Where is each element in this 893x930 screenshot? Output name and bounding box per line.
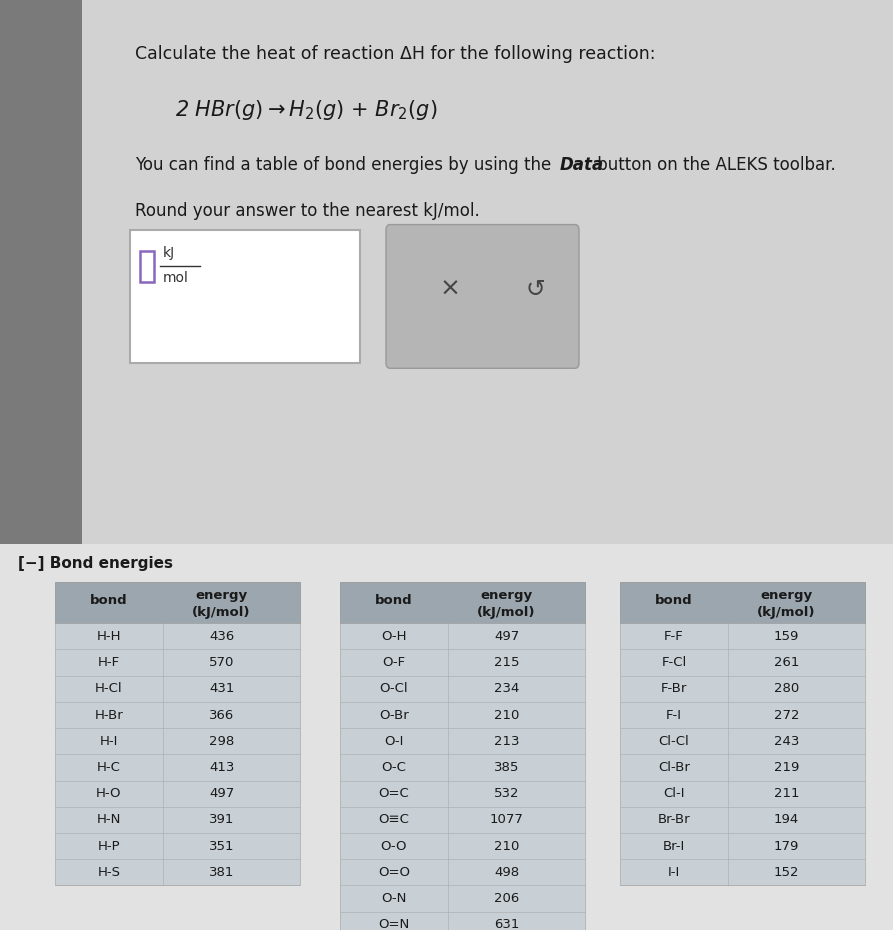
Text: 243: 243 [774, 735, 799, 748]
Text: 194: 194 [774, 814, 799, 827]
Text: H-Cl: H-Cl [95, 683, 122, 696]
Text: Br-Br: Br-Br [657, 814, 690, 827]
FancyBboxPatch shape [55, 581, 300, 623]
Text: O=C: O=C [379, 787, 409, 800]
FancyBboxPatch shape [55, 581, 300, 885]
Text: (kJ/mol): (kJ/mol) [478, 605, 536, 618]
Text: O-Br: O-Br [379, 709, 409, 722]
FancyBboxPatch shape [82, 0, 893, 544]
Text: O-O: O-O [380, 840, 407, 853]
Text: 385: 385 [494, 761, 520, 774]
Text: O=N: O=N [379, 918, 410, 930]
Text: 261: 261 [774, 656, 799, 669]
Text: You can find a table of bond energies by using the: You can find a table of bond energies by… [135, 156, 556, 174]
Text: 210: 210 [494, 709, 520, 722]
Text: [−] Bond energies: [−] Bond energies [18, 556, 173, 571]
Text: button on the ALEKS toolbar.: button on the ALEKS toolbar. [592, 156, 836, 174]
Text: 219: 219 [774, 761, 799, 774]
Text: H-C: H-C [97, 761, 121, 774]
Text: 532: 532 [494, 787, 520, 800]
FancyBboxPatch shape [620, 581, 865, 623]
Text: kJ: kJ [163, 246, 175, 259]
Text: 497: 497 [209, 787, 234, 800]
Text: O≡C: O≡C [379, 814, 409, 827]
Text: Calculate the heat of reaction ΔH for the following reaction:: Calculate the heat of reaction ΔH for th… [135, 45, 655, 62]
Text: I-I: I-I [668, 866, 680, 879]
Text: 431: 431 [209, 683, 234, 696]
Text: 298: 298 [209, 735, 234, 748]
Text: bond: bond [90, 594, 128, 607]
Text: O-C: O-C [381, 761, 406, 774]
Text: O-I: O-I [384, 735, 404, 748]
Text: O-Cl: O-Cl [380, 683, 408, 696]
Text: F-Br: F-Br [661, 683, 687, 696]
Text: bond: bond [655, 594, 693, 607]
Text: 280: 280 [774, 683, 799, 696]
Text: 570: 570 [209, 656, 234, 669]
Text: 179: 179 [774, 840, 799, 853]
Text: energy: energy [480, 589, 532, 602]
FancyBboxPatch shape [340, 581, 585, 623]
FancyBboxPatch shape [0, 0, 82, 544]
Text: Cl-I: Cl-I [663, 787, 685, 800]
FancyBboxPatch shape [140, 251, 154, 282]
Text: F-Cl: F-Cl [662, 656, 687, 669]
Text: H-I: H-I [100, 735, 118, 748]
Text: 215: 215 [494, 656, 520, 669]
Text: 272: 272 [774, 709, 799, 722]
Text: 436: 436 [209, 630, 234, 643]
Text: H-H: H-H [96, 630, 121, 643]
FancyBboxPatch shape [386, 225, 579, 368]
Text: 152: 152 [774, 866, 799, 879]
Text: 351: 351 [209, 840, 234, 853]
Text: Cl-Cl: Cl-Cl [658, 735, 689, 748]
Text: (kJ/mol): (kJ/mol) [192, 605, 251, 618]
FancyBboxPatch shape [340, 581, 585, 930]
Text: 211: 211 [774, 787, 799, 800]
Text: 1077: 1077 [489, 814, 523, 827]
Text: 497: 497 [494, 630, 519, 643]
Text: H-N: H-N [96, 814, 121, 827]
Text: 413: 413 [209, 761, 234, 774]
Text: Br-I: Br-I [663, 840, 685, 853]
Text: 213: 213 [494, 735, 520, 748]
Text: 381: 381 [209, 866, 234, 879]
Text: O-H: O-H [381, 630, 406, 643]
FancyBboxPatch shape [0, 0, 893, 544]
Text: energy: energy [196, 589, 247, 602]
Text: energy: energy [761, 589, 813, 602]
Text: O-F: O-F [382, 656, 405, 669]
Text: 159: 159 [774, 630, 799, 643]
Text: 391: 391 [209, 814, 234, 827]
Text: bond: bond [375, 594, 413, 607]
Text: F-I: F-I [666, 709, 682, 722]
FancyBboxPatch shape [130, 231, 360, 363]
Text: H-P: H-P [97, 840, 121, 853]
Text: O-N: O-N [381, 892, 406, 905]
Text: H-F: H-F [98, 656, 120, 669]
Text: Data: Data [560, 156, 605, 174]
FancyBboxPatch shape [0, 544, 893, 930]
Text: 234: 234 [494, 683, 520, 696]
Text: H-Br: H-Br [95, 709, 123, 722]
Text: (kJ/mol): (kJ/mol) [757, 605, 816, 618]
Text: ↺: ↺ [525, 277, 545, 300]
Text: 210: 210 [494, 840, 520, 853]
Text: ×: × [439, 277, 461, 300]
Text: O=O: O=O [378, 866, 410, 879]
Text: Cl-Br: Cl-Br [658, 761, 689, 774]
Text: 206: 206 [494, 892, 519, 905]
Text: F-F: F-F [664, 630, 684, 643]
Text: 498: 498 [494, 866, 519, 879]
Text: 2 HBr$(g)$$\rightarrow$H$_2$$(g)$ + Br$_2$$(g)$: 2 HBr$(g)$$\rightarrow$H$_2$$(g)$ + Br$_… [175, 98, 438, 122]
Text: Round your answer to the nearest kJ/mol.: Round your answer to the nearest kJ/mol. [135, 203, 480, 220]
Text: mol: mol [163, 271, 189, 285]
FancyBboxPatch shape [620, 581, 865, 885]
Text: 366: 366 [209, 709, 234, 722]
Text: H-O: H-O [96, 787, 121, 800]
Text: H-S: H-S [97, 866, 121, 879]
Text: 631: 631 [494, 918, 520, 930]
